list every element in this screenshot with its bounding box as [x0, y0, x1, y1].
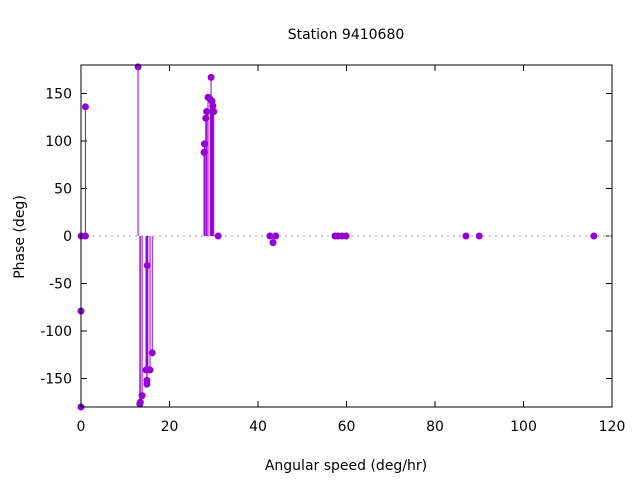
- x-tick-label: 0: [77, 419, 86, 435]
- data-point: [134, 63, 142, 71]
- data-point: [269, 239, 277, 247]
- data-point: [266, 232, 274, 240]
- data-point: [200, 148, 208, 156]
- y-tick-label: 0: [63, 229, 72, 245]
- data-point: [200, 140, 208, 148]
- x-tick-label: 60: [338, 419, 356, 435]
- y-tick-label: -150: [40, 372, 72, 388]
- y-axis-label: Phase (deg): [12, 195, 28, 279]
- y-tick-label: -100: [40, 324, 72, 340]
- y-tick-label: 100: [45, 134, 72, 150]
- data-point: [207, 73, 215, 81]
- y-tick-label: 150: [45, 87, 72, 103]
- plot-frame: [80, 64, 613, 408]
- y-tick-label: 50: [54, 182, 72, 198]
- data-point: [202, 114, 210, 122]
- data-point: [475, 232, 483, 240]
- data-point: [148, 349, 156, 357]
- data-point: [272, 232, 280, 240]
- data-point: [590, 232, 598, 240]
- x-tick-label: 40: [249, 419, 267, 435]
- x-tick-label: 80: [426, 419, 444, 435]
- y-tick-label: -50: [49, 277, 72, 293]
- data-point: [209, 102, 217, 110]
- data-point: [143, 380, 151, 388]
- data-point: [143, 261, 151, 269]
- data-point: [462, 232, 470, 240]
- x-axis-label: Angular speed (deg/hr): [265, 458, 427, 474]
- chart-title: Station 9410680: [288, 27, 405, 43]
- data-point: [138, 392, 146, 400]
- data-point: [342, 232, 350, 240]
- x-tick-label: 20: [161, 419, 179, 435]
- data-point: [81, 103, 89, 111]
- data-point: [136, 398, 144, 406]
- x-tick-label: 120: [599, 419, 626, 435]
- data-point: [210, 108, 218, 116]
- data-point: [81, 232, 89, 240]
- x-tick-label: 100: [510, 419, 537, 435]
- data-point: [203, 108, 211, 116]
- data-point: [214, 232, 222, 240]
- data-point: [146, 366, 154, 374]
